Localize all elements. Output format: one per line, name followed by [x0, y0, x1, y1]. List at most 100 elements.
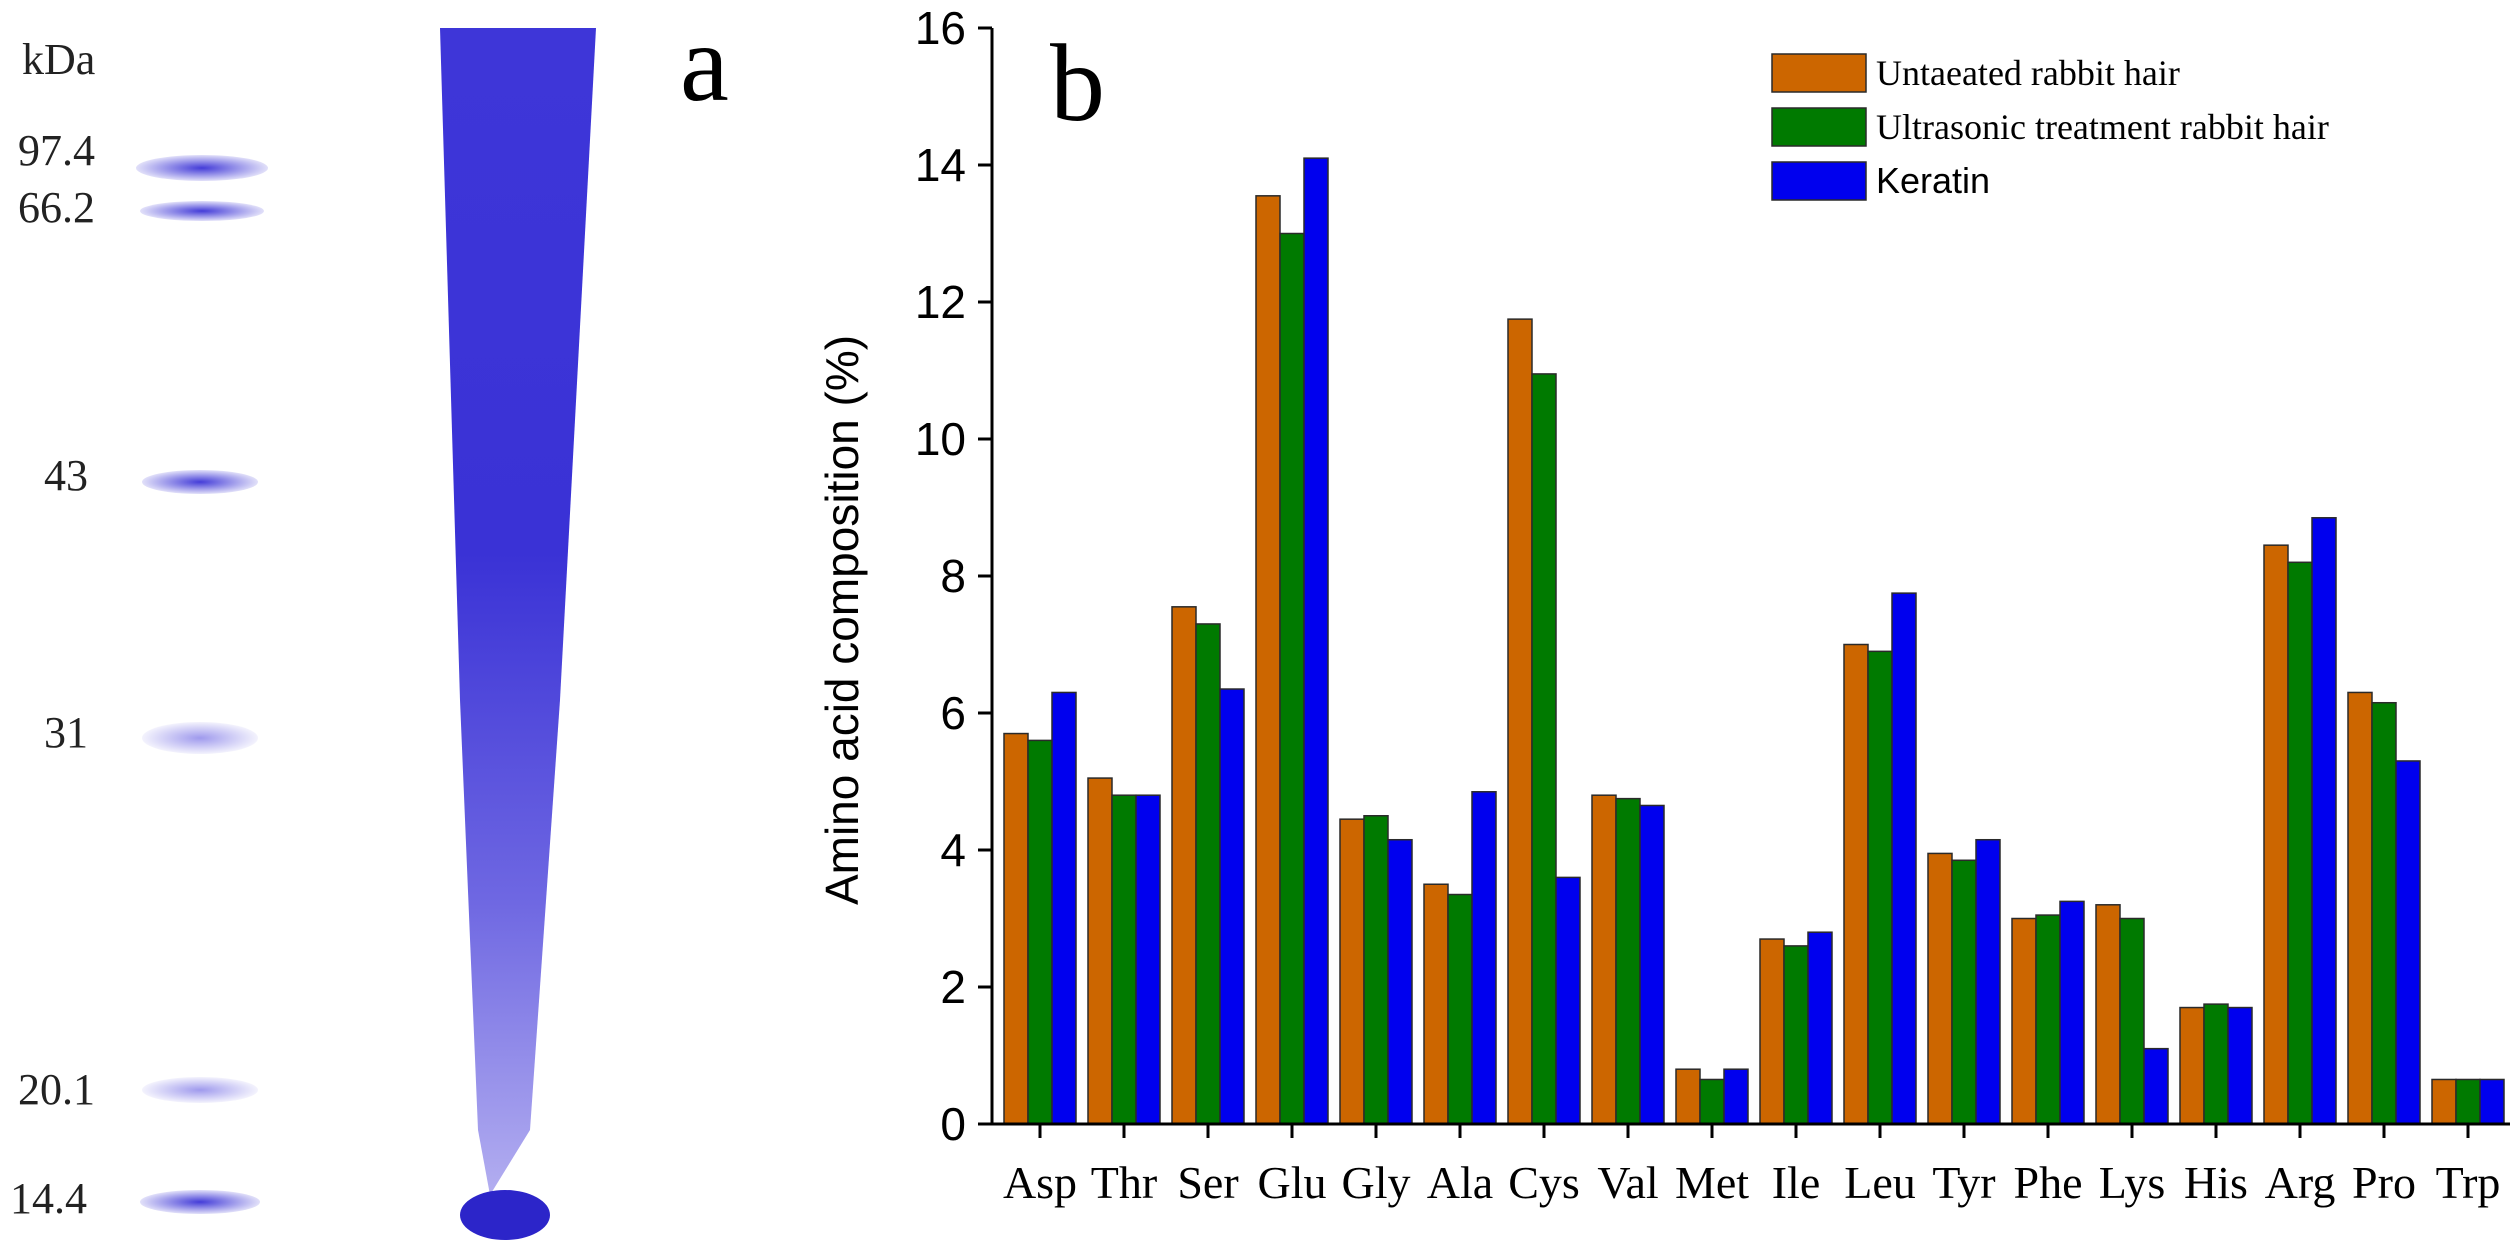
y-tick-label: 14 [915, 139, 966, 191]
bar-leu-series-3 [1891, 592, 1917, 1125]
bar-phe-series-3 [2059, 900, 2085, 1125]
y-tick-label: 10 [915, 413, 966, 465]
x-tick-label-ala: Ala [1427, 1157, 1493, 1208]
y-tick-label: 0 [940, 1098, 966, 1150]
bar-his-series-3 [2227, 1006, 2253, 1125]
x-tick-label-his: His [2184, 1157, 2248, 1208]
legend-swatch-1 [1771, 53, 1867, 93]
x-axis: Asp Thr Ser Glu Gly Ala Cys Val Met Ile Leu Tyr Phe L… [1003, 1124, 2500, 1208]
marker-label-14-4: 14.4 [10, 1174, 87, 1223]
bar-cys-series-3 [1555, 876, 1581, 1125]
bar-glu-series-1 [1255, 195, 1281, 1125]
bar-his-series-1 [2179, 1006, 2205, 1125]
bar-asp-series-1 [1003, 732, 1029, 1125]
bar-met-series-3 [1723, 1068, 1749, 1125]
panel-a-label: a [680, 2, 729, 124]
y-tick-label: 12 [915, 276, 966, 328]
panel-b: b Amino acid composition (%) 0 2 4 6 8 10 12 14… [816, 2, 2510, 1208]
x-tick-label-cys: Cys [1508, 1157, 1580, 1208]
bar-leu-series-2 [1867, 650, 1893, 1125]
kda-unit-label: kDa [22, 35, 95, 84]
bar-thr-series-1 [1087, 777, 1113, 1125]
y-axis-title: Amino acid composition (%) [816, 335, 868, 905]
bar-val-series-2 [1615, 797, 1641, 1125]
x-tick-label-met: Met [1675, 1157, 1749, 1208]
ladder-band-31 [142, 722, 258, 754]
bar-tyr-series-1 [1927, 852, 1953, 1125]
x-tick-label-ser: Ser [1177, 1157, 1238, 1208]
bar-phe-series-1 [2011, 917, 2037, 1125]
bar-ile-series-2 [1783, 945, 1809, 1125]
bar-tyr-series-3 [1975, 838, 2001, 1125]
x-tick-label-asp: Asp [1003, 1157, 1077, 1208]
bar-ala-series-1 [1423, 883, 1449, 1125]
x-tick-label-lys: Lys [2099, 1157, 2165, 1208]
bar-ile-series-3 [1807, 931, 1833, 1125]
x-tick-label-glu: Glu [1258, 1157, 1327, 1208]
y-tick-label: 4 [940, 824, 966, 876]
legend-label-1: Untaeated rabbit hair [1876, 53, 2180, 93]
marker-label-66-2: 66.2 [18, 183, 95, 232]
bar-his-series-2 [2203, 1003, 2229, 1125]
legend: Untaeated rabbit hair Ultrasonic treatmen… [1771, 53, 2329, 201]
bar-gly-series-1 [1339, 818, 1365, 1125]
bar-met-series-1 [1675, 1068, 1701, 1125]
bar-pro-series-1 [2347, 691, 2373, 1125]
ladder-band-20-1 [142, 1077, 258, 1103]
bar-ser-series-2 [1195, 623, 1221, 1125]
y-tick-label: 16 [915, 2, 966, 54]
marker-label-43: 43 [44, 451, 88, 500]
bar-leu-series-1 [1843, 643, 1869, 1125]
bar-gly-series-2 [1363, 815, 1389, 1125]
x-tick-label-gly: Gly [1342, 1157, 1411, 1208]
bar-ser-series-1 [1171, 606, 1197, 1125]
legend-label-2: Ultrasonic treatment rabbit hair [1876, 107, 2329, 147]
x-tick-label-val: Val [1597, 1157, 1658, 1208]
bar-asp-series-2 [1027, 739, 1053, 1125]
y-tick-label: 2 [940, 961, 966, 1013]
x-tick-label-arg: Arg [2265, 1157, 2336, 1208]
y-tick-label: 8 [940, 550, 966, 602]
bar-gly-series-3 [1387, 838, 1413, 1125]
legend-swatch-2 [1771, 107, 1867, 147]
ladder-band-43 [142, 470, 258, 494]
bar-area [1003, 157, 2505, 1125]
legend-label-3: Keratin [1876, 160, 1990, 201]
marker-label-97-4: 97.4 [18, 126, 95, 175]
bar-trp-series-1 [2431, 1078, 2457, 1125]
x-tick-label-ile: Ile [1772, 1157, 1821, 1208]
legend-swatch-3 [1771, 161, 1867, 201]
bar-ala-series-2 [1447, 893, 1473, 1125]
y-axis: 0 2 4 6 8 10 12 14 16 [915, 2, 992, 1150]
y-tick-label: 6 [940, 687, 966, 739]
x-tick-label-pro: Pro [2352, 1157, 2416, 1208]
bar-glu-series-2 [1279, 232, 1305, 1125]
bar-val-series-1 [1591, 794, 1617, 1125]
x-tick-label-phe: Phe [2014, 1157, 2083, 1208]
bar-thr-series-2 [1111, 794, 1137, 1125]
bar-lys-series-3 [2143, 1047, 2169, 1125]
bar-ser-series-3 [1219, 688, 1245, 1125]
bar-cys-series-1 [1507, 318, 1533, 1125]
marker-label-20-1: 20.1 [18, 1065, 95, 1114]
x-tick-label-trp: Trp [2436, 1157, 2501, 1208]
bar-ile-series-1 [1759, 938, 1785, 1125]
bar-trp-series-3 [2479, 1078, 2505, 1125]
bar-lys-series-2 [2119, 917, 2145, 1125]
bar-arg-series-2 [2287, 561, 2313, 1125]
marker-label-31: 31 [44, 708, 88, 757]
sample-lane-bottom-blob [460, 1190, 550, 1240]
bar-lys-series-1 [2095, 904, 2121, 1125]
bar-pro-series-3 [2395, 760, 2421, 1125]
ladder-band-66-2 [140, 201, 264, 221]
bar-glu-series-3 [1303, 157, 1329, 1125]
x-tick-label-tyr: Tyr [1932, 1157, 1995, 1208]
bar-tyr-series-2 [1951, 859, 1977, 1125]
ladder-band-97-4 [136, 155, 268, 181]
panel-a: kDa 97.4 66.2 43 31 20.1 14.4 a [10, 2, 729, 1240]
bar-val-series-3 [1639, 804, 1665, 1125]
bar-arg-series-1 [2263, 544, 2289, 1125]
ladder-band-14-4 [140, 1190, 260, 1214]
bar-trp-series-2 [2455, 1078, 2481, 1125]
